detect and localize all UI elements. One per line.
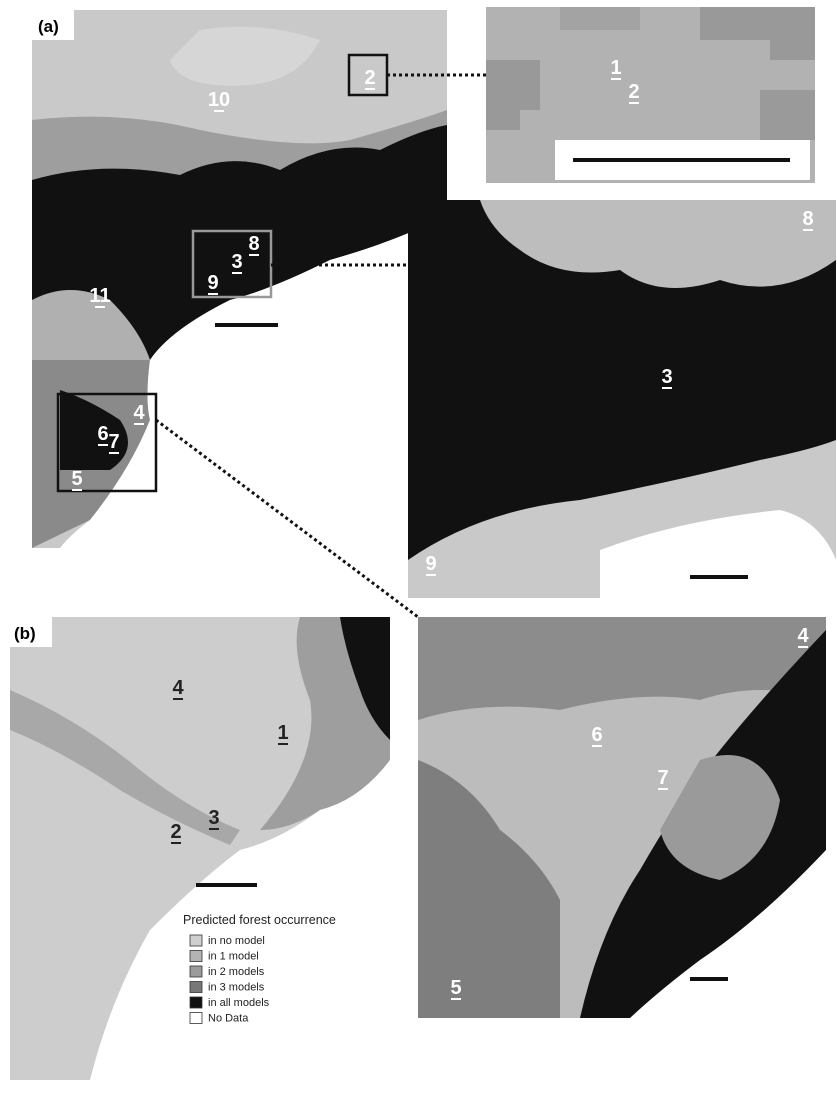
site-label: 6 bbox=[591, 724, 602, 746]
legend-swatch bbox=[190, 982, 202, 993]
inset-bottom bbox=[418, 617, 826, 1018]
site-label: 4 bbox=[797, 625, 809, 647]
panel-label: (b) bbox=[14, 624, 36, 643]
panel-label: (a) bbox=[38, 17, 59, 36]
site-label: 1 bbox=[610, 57, 621, 79]
legend-swatch bbox=[190, 997, 202, 1008]
site-label: 2 bbox=[170, 821, 181, 843]
site-label: 1 bbox=[277, 722, 288, 744]
inset-top bbox=[486, 7, 815, 183]
legend-title: Predicted forest occurrence bbox=[183, 913, 336, 927]
inset-middle bbox=[408, 200, 836, 598]
site-label: 6 bbox=[97, 423, 108, 445]
site-label: 5 bbox=[450, 977, 461, 999]
site-label: 8 bbox=[248, 233, 259, 255]
site-label: 3 bbox=[231, 251, 242, 273]
site-label: 5 bbox=[71, 468, 82, 490]
legend-item: in 1 model bbox=[208, 951, 259, 963]
legend-swatch bbox=[190, 966, 202, 977]
site-label: 10 bbox=[208, 89, 230, 111]
legend-swatch bbox=[190, 951, 202, 962]
legend-item: in 3 models bbox=[208, 982, 265, 994]
legend-item: in all models bbox=[208, 997, 270, 1009]
site-label: 4 bbox=[133, 402, 145, 424]
figure: (a) (b) Predicted forest occurrence in n… bbox=[0, 0, 837, 1106]
map-a bbox=[32, 10, 447, 548]
legend-swatch bbox=[190, 935, 202, 946]
site-label: 4 bbox=[172, 677, 184, 699]
legend-item: No Data bbox=[208, 1013, 249, 1025]
legend-item: in no model bbox=[208, 935, 265, 947]
site-label: 9 bbox=[425, 553, 436, 575]
site-label: 9 bbox=[207, 272, 218, 294]
site-label: 11 bbox=[89, 285, 110, 307]
site-label: 7 bbox=[108, 431, 119, 453]
legend-item: in 2 models bbox=[208, 966, 265, 978]
site-label: 3 bbox=[208, 807, 219, 829]
site-label: 8 bbox=[802, 208, 813, 230]
map-b bbox=[10, 617, 390, 1080]
site-label: 2 bbox=[364, 67, 375, 89]
legend-swatch bbox=[190, 1013, 202, 1024]
site-label: 7 bbox=[657, 767, 668, 789]
site-label: 2 bbox=[628, 81, 639, 103]
site-label: 3 bbox=[661, 366, 672, 388]
